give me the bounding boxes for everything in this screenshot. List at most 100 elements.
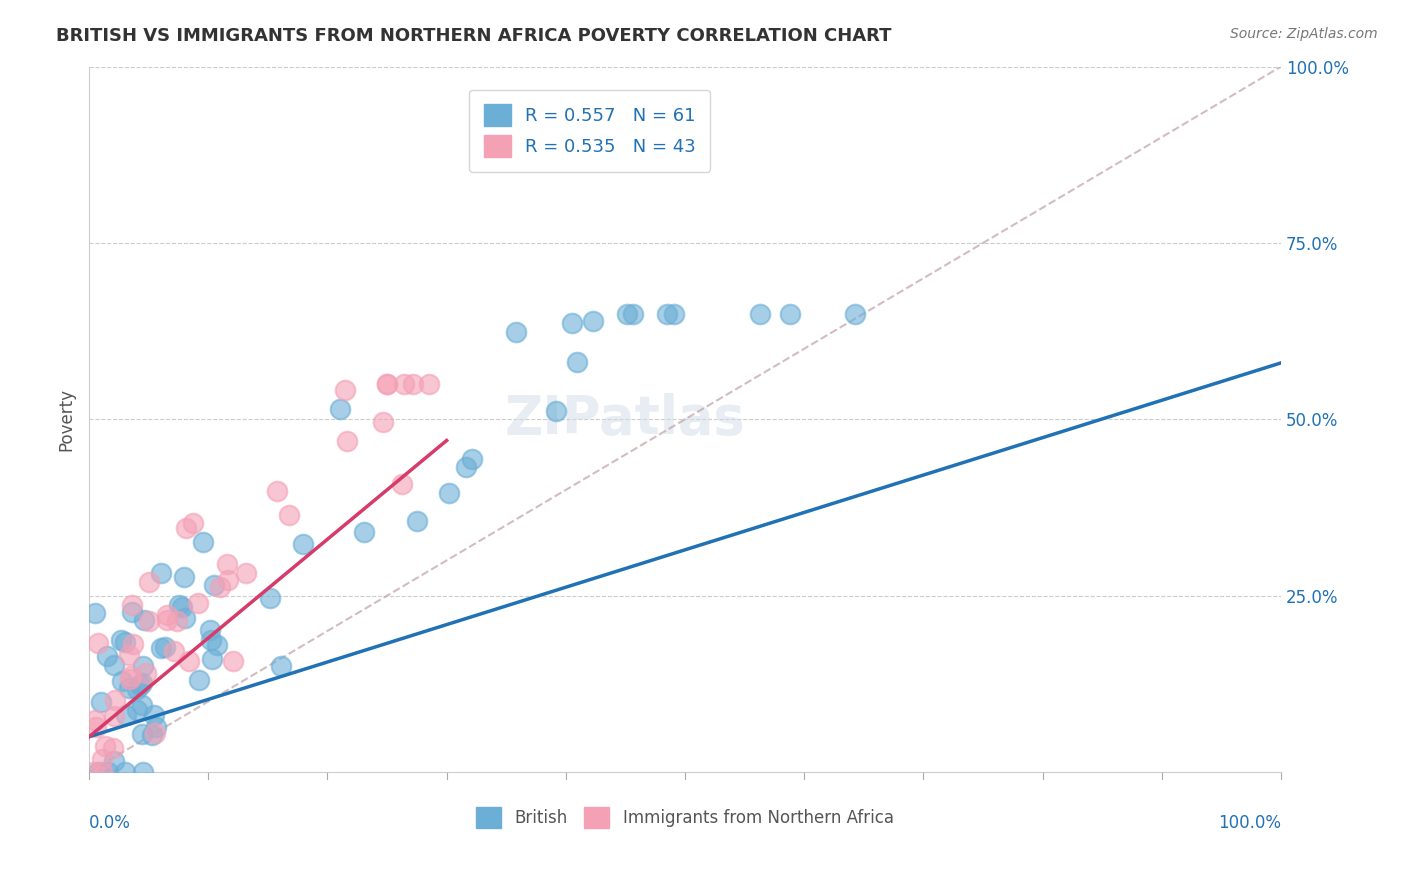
Text: 100.0%: 100.0%: [1218, 814, 1281, 832]
Point: [143, 726, 166, 740]
Point: [132, 613, 155, 627]
Point: [353, 524, 375, 539]
Point: [582, 314, 605, 328]
Point: [266, 484, 288, 499]
Point: [418, 377, 440, 392]
Point: [94, 739, 117, 753]
Point: [174, 521, 197, 535]
Point: [200, 632, 222, 647]
Point: [131, 698, 153, 712]
Point: [131, 727, 153, 741]
Point: [150, 640, 173, 655]
Point: [454, 460, 477, 475]
Point: [616, 306, 638, 320]
Point: [127, 703, 149, 717]
Point: [561, 316, 583, 330]
Text: ZIPatlas: ZIPatlas: [505, 393, 745, 445]
Point: [125, 681, 148, 696]
Point: [104, 692, 127, 706]
Point: [135, 665, 157, 680]
Point: [131, 676, 153, 690]
Point: [270, 659, 292, 673]
Point: [87, 765, 110, 780]
Point: [222, 654, 245, 668]
Point: [461, 451, 484, 466]
Point: [129, 678, 152, 692]
Point: [150, 566, 173, 580]
Point: [103, 658, 125, 673]
Point: [163, 644, 186, 658]
Point: [82, 765, 104, 780]
Point: [103, 741, 125, 756]
Point: [96, 648, 118, 663]
Point: [120, 669, 142, 683]
Point: [202, 578, 225, 592]
Point: [188, 673, 211, 688]
Point: [179, 654, 201, 668]
Point: [156, 614, 179, 628]
Point: [115, 707, 138, 722]
Point: [200, 623, 222, 637]
Point: [391, 477, 413, 491]
Point: [114, 635, 136, 649]
Point: [132, 765, 155, 780]
Point: [114, 765, 136, 780]
Point: [205, 638, 228, 652]
Point: [187, 597, 209, 611]
Point: [121, 637, 143, 651]
Point: [97, 765, 120, 780]
Point: [779, 306, 801, 320]
Point: [156, 607, 179, 622]
Point: [181, 516, 204, 531]
Point: [437, 486, 460, 500]
Point: [118, 648, 141, 662]
Point: [174, 611, 197, 625]
Point: [749, 306, 772, 320]
Point: [621, 306, 644, 320]
Point: [402, 377, 425, 392]
Text: BRITISH VS IMMIGRANTS FROM NORTHERN AFRICA POVERTY CORRELATION CHART: BRITISH VS IMMIGRANTS FROM NORTHERN AFRI…: [56, 27, 891, 45]
Text: 0.0%: 0.0%: [89, 814, 131, 832]
Point: [217, 557, 239, 571]
Point: [167, 599, 190, 613]
Point: [844, 306, 866, 320]
Point: [143, 707, 166, 722]
Point: [655, 306, 678, 320]
Point: [544, 404, 567, 418]
Point: [191, 534, 214, 549]
Legend: British, Immigrants from Northern Africa: British, Immigrants from Northern Africa: [470, 801, 900, 834]
Point: [110, 633, 132, 648]
Point: [406, 515, 429, 529]
Point: [201, 652, 224, 666]
Point: [121, 598, 143, 612]
Point: [662, 306, 685, 320]
Point: [329, 401, 352, 416]
Point: [138, 575, 160, 590]
Point: [155, 640, 177, 655]
Point: [208, 580, 231, 594]
Point: [84, 606, 107, 620]
Point: [121, 605, 143, 619]
Point: [103, 754, 125, 768]
Point: [259, 591, 281, 606]
Point: [166, 614, 188, 628]
Point: [218, 574, 240, 588]
Point: [277, 508, 299, 522]
Point: [145, 720, 167, 734]
Point: [173, 570, 195, 584]
Point: [111, 673, 134, 688]
Point: [84, 720, 107, 734]
Point: [567, 355, 589, 369]
Point: [505, 325, 527, 339]
Point: [141, 727, 163, 741]
Point: [91, 765, 114, 780]
Point: [84, 713, 107, 727]
Text: Source: ZipAtlas.com: Source: ZipAtlas.com: [1230, 27, 1378, 41]
Point: [90, 695, 112, 709]
Y-axis label: Poverty: Poverty: [58, 388, 75, 450]
Point: [235, 566, 257, 580]
Point: [132, 659, 155, 673]
Point: [138, 614, 160, 628]
Point: [291, 536, 314, 550]
Point: [90, 752, 112, 766]
